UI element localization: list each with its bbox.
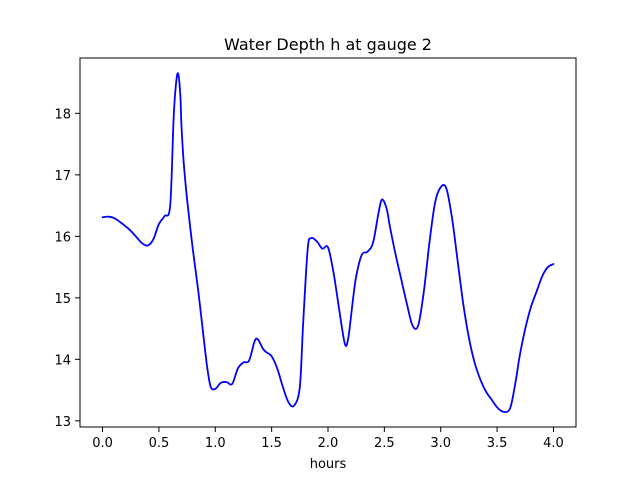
x-axis-label: hours [310,457,347,472]
y-tick-label: 15 [54,292,71,307]
x-tick-label: 2.5 [374,436,395,451]
y-tick-label: 13 [54,415,71,430]
x-tick-label: 2.0 [318,436,339,451]
x-tick-label: 3.5 [487,436,508,451]
x-tick-label: 4.0 [543,436,564,451]
y-tick-label: 17 [54,169,71,184]
chart-title: Water Depth h at gauge 2 [224,35,432,54]
x-tick-label: 0.5 [149,436,170,451]
water-depth-series-line [101,72,555,414]
x-tick-label: 0.0 [92,436,113,451]
y-tick-label: 16 [54,230,71,245]
x-tick-label: 1.5 [261,436,282,451]
y-tick-label: 18 [54,107,71,122]
x-tick-label: 3.0 [430,436,451,451]
y-tick-label: 14 [54,353,71,368]
x-tick-label: 1.0 [205,436,226,451]
series-layer [101,72,555,414]
plot-frame [79,57,577,428]
x-axis-ticks: 0.0 0.5 1.0 1.5 2.0 2.5 3.0 3.5 4.0 [92,427,564,451]
y-axis-ticks: 13 14 15 16 17 18 [54,107,80,430]
